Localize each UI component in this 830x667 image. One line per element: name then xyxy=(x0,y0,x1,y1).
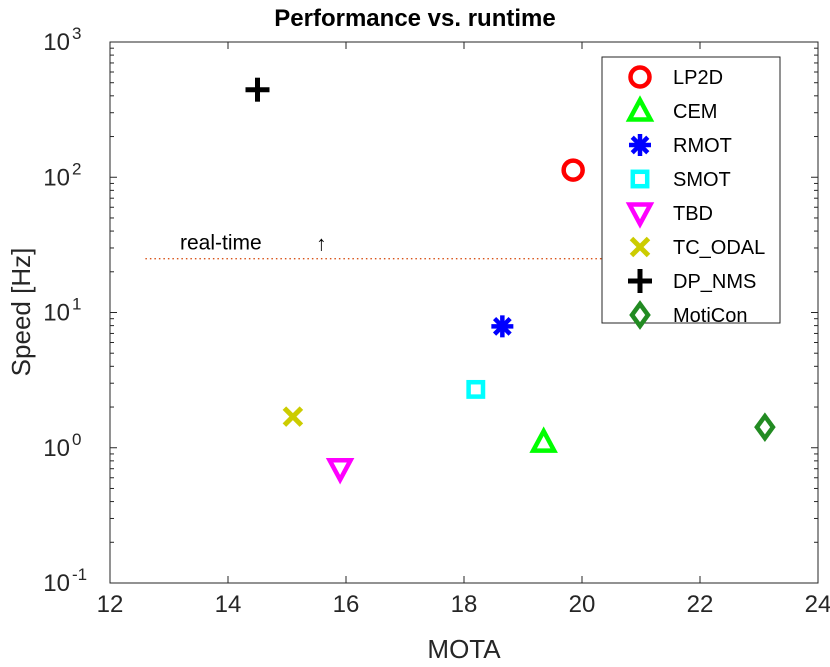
legend-item-lp2d: LP2D xyxy=(628,65,723,89)
legend-label: SMOT xyxy=(673,169,731,191)
triangle-up-marker xyxy=(529,426,558,453)
legend-item-tbd: TBD xyxy=(625,202,713,229)
y-tick-exponent: 1 xyxy=(72,295,81,314)
point-dp-nms xyxy=(245,77,270,102)
point-tbd xyxy=(325,457,355,485)
asterisk-marker-stroke xyxy=(630,135,650,155)
y-tick-label: 10 xyxy=(43,300,70,327)
point-moticon xyxy=(754,412,776,442)
y-tick-label: 10 xyxy=(43,570,70,597)
y-tick-exponent: 2 xyxy=(72,159,81,178)
legend-item-rmot: RMOT xyxy=(629,134,732,157)
legend-item-moticon: MotiCon xyxy=(629,300,747,330)
plot-frame xyxy=(109,41,819,584)
y-tick-label: 10 xyxy=(43,29,70,56)
legend-item-smot: SMOT xyxy=(630,169,731,191)
point-rmot xyxy=(491,315,514,338)
point-lp2d xyxy=(561,158,585,182)
y-tick-exponent: -1 xyxy=(72,565,87,584)
diamond-marker xyxy=(754,412,776,442)
diamond-marker xyxy=(629,300,651,330)
x-tick-label: 14 xyxy=(215,591,242,618)
triangle-down-marker xyxy=(325,457,355,485)
x-axis-label: MOTA xyxy=(427,634,501,664)
legend-item-cem: CEM xyxy=(625,95,717,123)
triangle-up-marker xyxy=(625,95,655,122)
data-points xyxy=(245,77,776,485)
point-smot xyxy=(466,379,486,399)
real-time-annotation: real-time ↑ xyxy=(145,232,618,260)
y-tick-exponent: 3 xyxy=(72,24,81,43)
legend-label: TBD xyxy=(673,203,713,225)
triangle-down-marker xyxy=(625,202,655,229)
point-cem xyxy=(529,426,558,453)
legend: LP2D CEM RMOT SMOT TBD TC_ODAL DP_NMS MotiCon xyxy=(601,56,781,330)
legend-label: LP2D xyxy=(673,67,723,89)
x-tick-label: 12 xyxy=(97,591,124,618)
x-tick-label: 20 xyxy=(569,591,596,618)
chart-title: Performance vs. runtime xyxy=(274,5,555,32)
legend-label: CEM xyxy=(673,101,717,123)
legend-label: DP_NMS xyxy=(673,271,756,293)
y-tick-label: 10 xyxy=(43,435,70,462)
legend-label: TC_ODAL xyxy=(673,237,765,259)
x-axis: 12 14 16 18 20 22 24 xyxy=(97,42,830,618)
x-tick-label: 18 xyxy=(451,591,478,618)
x-tick-label: 22 xyxy=(687,591,714,618)
y-axis-label: Speed [Hz] xyxy=(6,248,36,377)
circle-marker xyxy=(561,158,585,182)
legend-label: RMOT xyxy=(673,135,732,157)
y-tick-exponent: 0 xyxy=(72,430,81,449)
x-tick-label: 24 xyxy=(805,591,830,618)
x-tick-label: 16 xyxy=(333,591,360,618)
y-tick-label: 10 xyxy=(43,164,70,191)
square-marker xyxy=(630,169,650,189)
real-time-label: real-time xyxy=(180,232,262,255)
up-arrow-icon: ↑ xyxy=(316,233,327,256)
circle-marker xyxy=(628,65,652,89)
legend-item-dp-nms: DP_NMS xyxy=(628,269,756,293)
legend-item-tc-odal: TC_ODAL xyxy=(629,236,765,259)
square-marker xyxy=(466,379,486,399)
legend-label: MotiCon xyxy=(673,305,747,327)
x-marker-stroke xyxy=(629,236,651,258)
asterisk-marker-stroke xyxy=(492,316,512,336)
point-tc-odal xyxy=(282,406,304,427)
x-marker-stroke xyxy=(282,406,304,427)
